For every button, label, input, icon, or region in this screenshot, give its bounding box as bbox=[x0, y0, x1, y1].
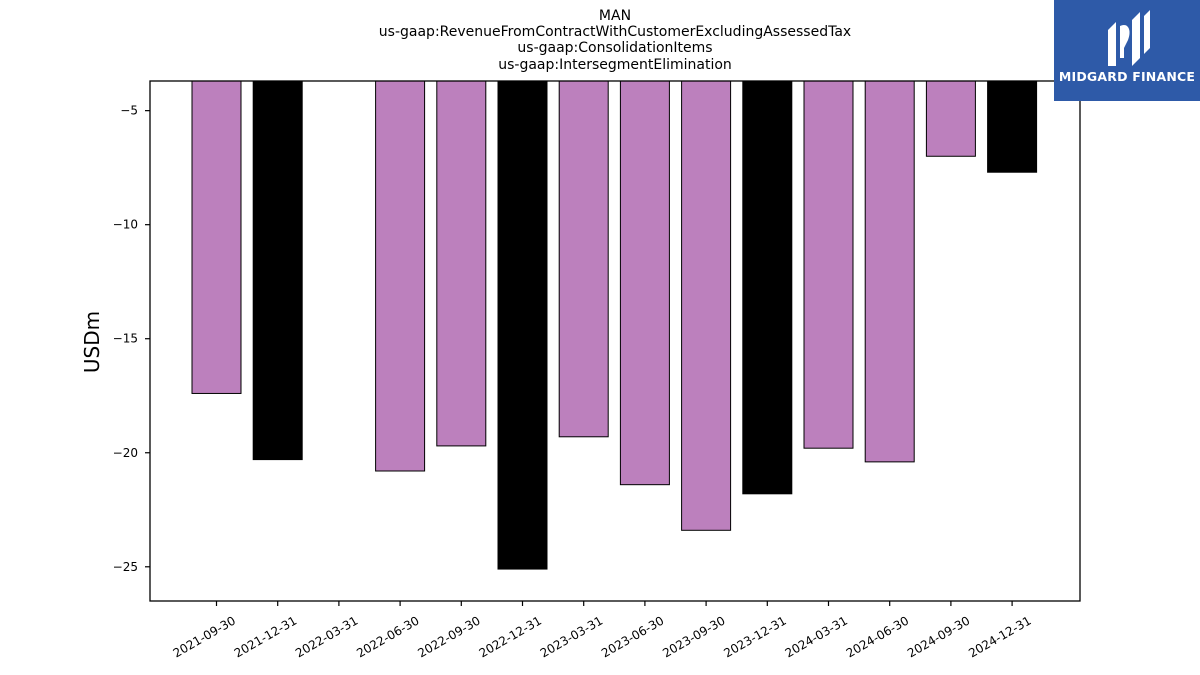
bar-series bbox=[191, 80, 1038, 570]
bar-2024-06-30 bbox=[864, 80, 915, 463]
chart-title-line-1: MAN bbox=[599, 8, 631, 24]
x-tick-label-2024-06-30: 2024-06-30 bbox=[844, 613, 911, 660]
chart-title-line-2: us-gaap:RevenueFromContractWithCustomerE… bbox=[379, 24, 851, 40]
x-tick-label-2024-12-31: 2024-12-31 bbox=[966, 613, 1033, 660]
chart-title: MAN us-gaap:RevenueFromContractWithCusto… bbox=[379, 8, 851, 73]
x-tick-label-2023-06-30: 2023-06-30 bbox=[599, 613, 666, 660]
chart-title-line-4: us-gaap:IntersegmentElimination bbox=[498, 57, 732, 73]
bar-2022-06-30 bbox=[375, 80, 426, 472]
bar-2024-03-31 bbox=[803, 80, 854, 449]
x-tick-label-2023-12-31: 2023-12-31 bbox=[721, 613, 788, 660]
y-axis: −5 −10 −15 −20 −25 bbox=[113, 104, 150, 574]
bar-2023-09-30 bbox=[681, 80, 732, 531]
x-tick-label-2022-06-30: 2022-06-30 bbox=[354, 613, 421, 660]
x-tick-label-2024-03-31: 2024-03-31 bbox=[783, 613, 850, 660]
x-tick-label-2022-12-31: 2022-12-31 bbox=[477, 613, 544, 660]
bar-2023-06-30 bbox=[619, 80, 670, 486]
x-tick-label-2023-09-30: 2023-09-30 bbox=[660, 613, 727, 660]
x-tick-label-2022-09-30: 2022-09-30 bbox=[415, 613, 482, 660]
y-tick-label--15: −15 bbox=[113, 332, 138, 346]
bar-2023-03-31 bbox=[558, 80, 609, 438]
bar-2021-09-30 bbox=[191, 80, 242, 394]
bar-2024-09-30 bbox=[925, 80, 976, 157]
x-tick-label-2023-03-31: 2023-03-31 bbox=[538, 613, 605, 660]
logo-text: MIDGARD FINANCE bbox=[1058, 69, 1196, 84]
y-tick-label--25: −25 bbox=[113, 560, 138, 574]
x-tick-label-2021-09-30: 2021-09-30 bbox=[171, 613, 238, 660]
y-tick-label--5: −5 bbox=[120, 104, 138, 118]
midgard-finance-logo: MIDGARD FINANCE bbox=[1054, 0, 1200, 101]
y-tick-label--20: −20 bbox=[113, 446, 138, 460]
y-axis-label: USDm bbox=[80, 311, 104, 373]
x-axis: 2021-09-302021-12-312022-03-312022-06-30… bbox=[171, 601, 1034, 660]
bar-2024-12-31 bbox=[987, 80, 1038, 173]
x-tick-label-2024-09-30: 2024-09-30 bbox=[905, 613, 972, 660]
bar-2023-12-31 bbox=[742, 80, 793, 495]
x-tick-label-2022-03-31: 2022-03-31 bbox=[293, 613, 360, 660]
bar-2022-12-31 bbox=[497, 80, 548, 570]
x-tick-label-2021-12-31: 2021-12-31 bbox=[232, 613, 299, 660]
plot-area-frame bbox=[149, 80, 1081, 602]
y-tick-label--10: −10 bbox=[113, 218, 138, 232]
bar-2022-09-30 bbox=[436, 80, 487, 447]
bar-2021-12-31 bbox=[252, 80, 303, 461]
chart-title-line-3: us-gaap:ConsolidationItems bbox=[517, 40, 712, 56]
midgard-logo-icon bbox=[1108, 10, 1150, 66]
